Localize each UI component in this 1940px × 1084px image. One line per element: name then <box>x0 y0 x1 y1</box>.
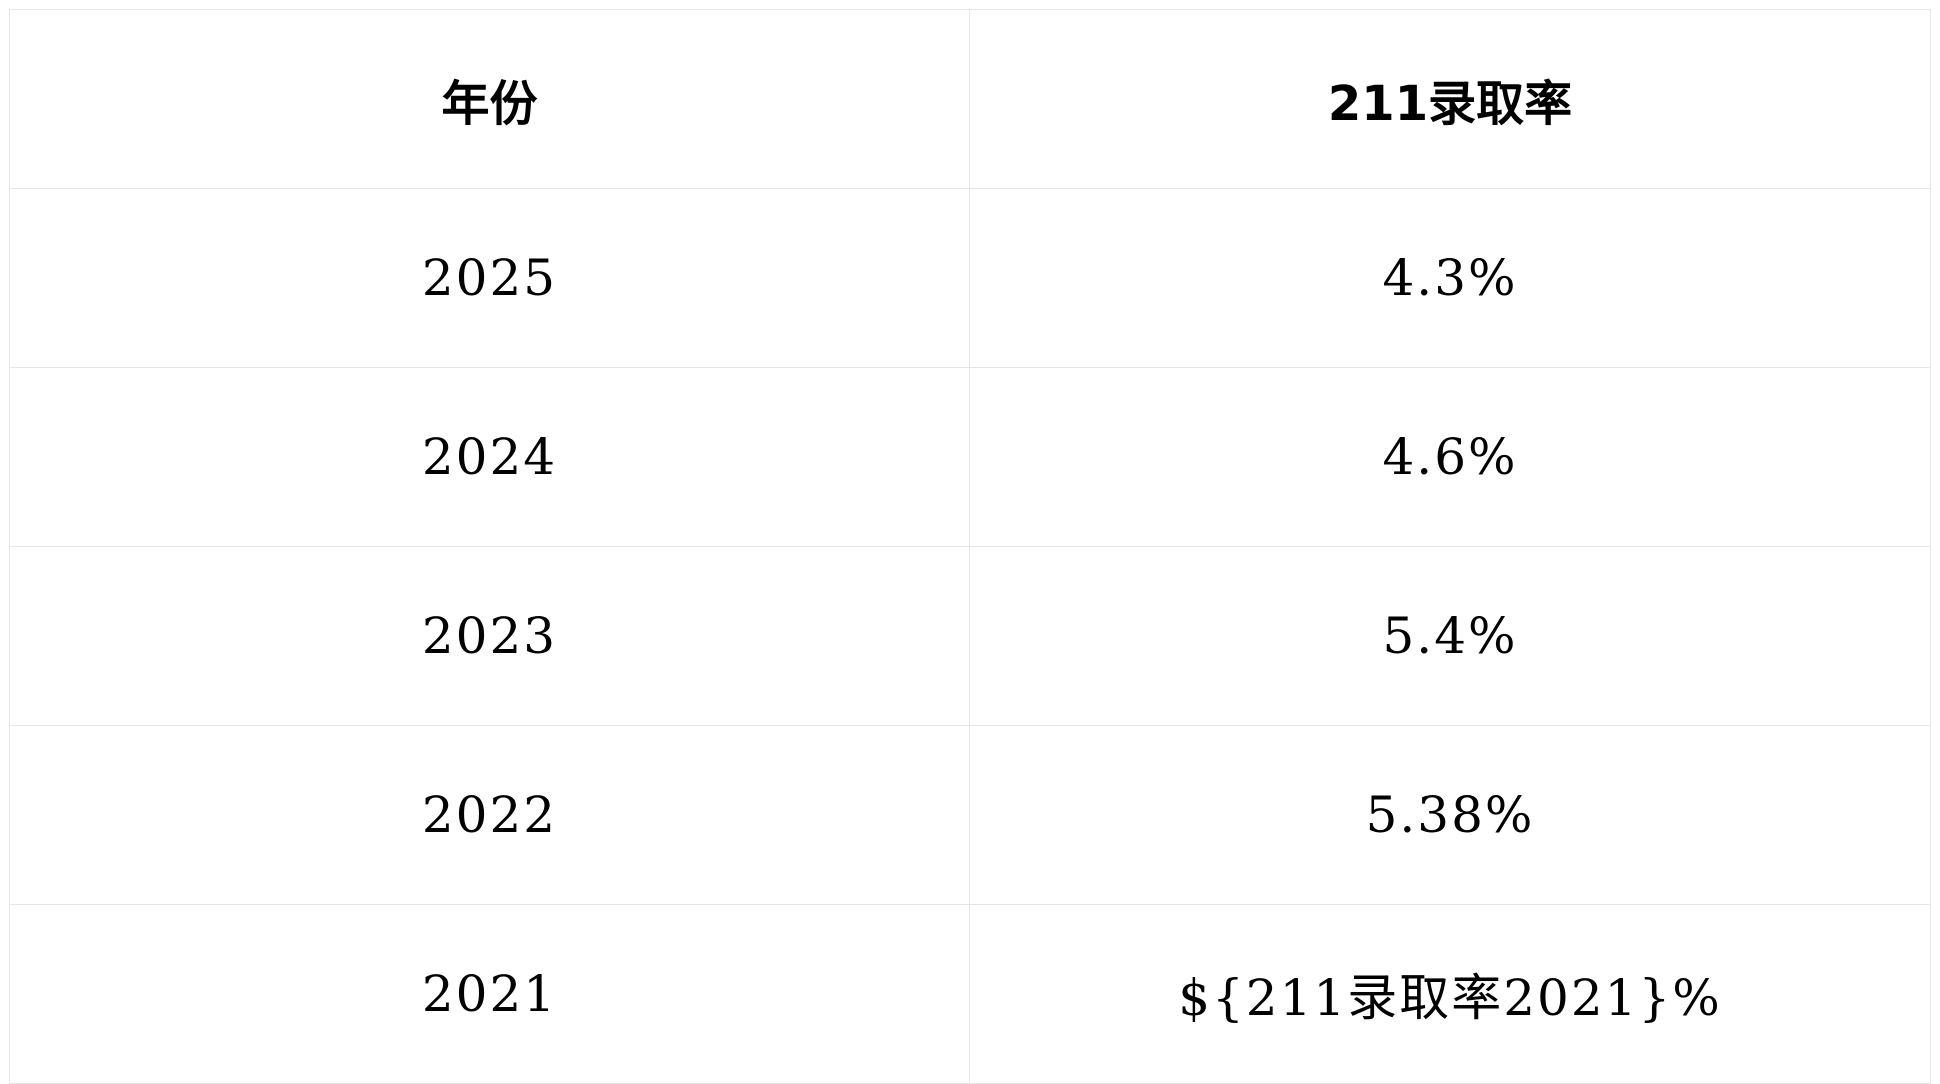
table-row: 2024 4.6% <box>9 367 1931 547</box>
cell-year: 2023 <box>9 546 970 726</box>
cell-rate: 5.4% <box>969 546 1931 726</box>
cell-year: 2025 <box>9 188 970 368</box>
cell-year: 2022 <box>9 725 970 905</box>
cell-year: 2024 <box>9 367 970 547</box>
header-year: 年份 <box>9 9 970 189</box>
table-row: 2025 4.3% <box>9 188 1931 368</box>
cell-rate: ${211录取率2021}% <box>969 904 1931 1084</box>
cell-rate: 4.3% <box>969 188 1931 368</box>
table-row: 2022 5.38% <box>9 725 1931 905</box>
header-rate: 211录取率 <box>969 9 1931 189</box>
table-header-row: 年份 211录取率 <box>9 9 1931 189</box>
table-row: 2023 5.4% <box>9 546 1931 726</box>
table-row: 2021 ${211录取率2021}% <box>9 904 1931 1084</box>
cell-rate: 4.6% <box>969 367 1931 547</box>
cell-rate: 5.38% <box>969 725 1931 905</box>
cell-year: 2021 <box>9 904 970 1084</box>
admission-rate-table: 年份 211录取率 2025 4.3% 2024 4.6% 2023 5.4% … <box>9 9 1931 1084</box>
